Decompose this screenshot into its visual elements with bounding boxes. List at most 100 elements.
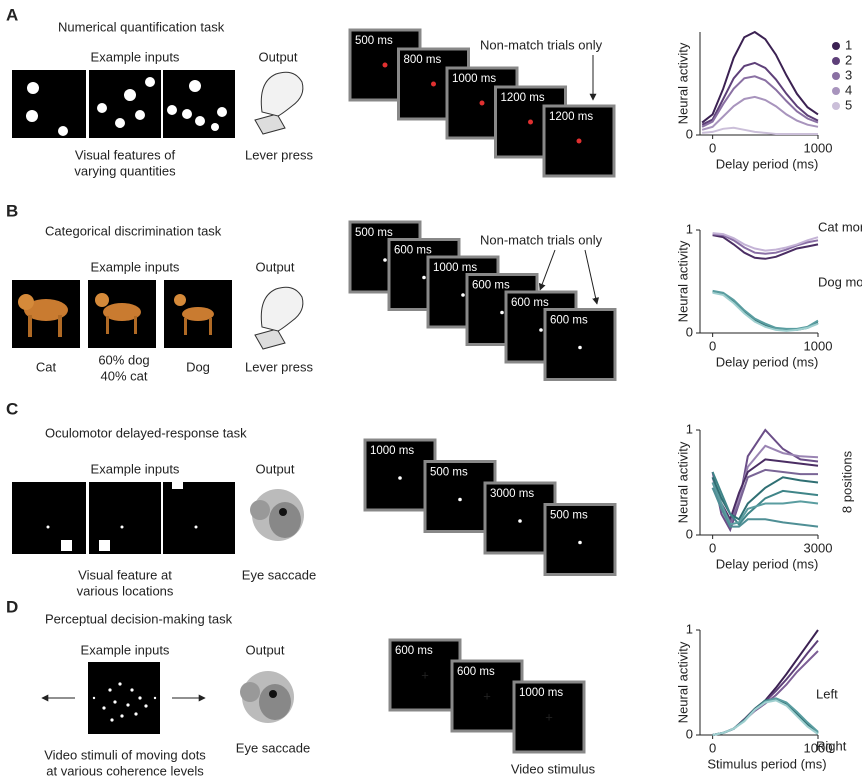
input-images	[12, 478, 235, 554]
y-axis-label: Neural activity	[675, 240, 690, 322]
x-tick-label: 1000	[804, 140, 833, 155]
x-tick-label: 0	[709, 338, 716, 353]
fixation-dot	[480, 101, 485, 106]
legend-swatch	[832, 102, 840, 110]
fixation-dot	[458, 498, 462, 502]
fixation-dot	[398, 476, 402, 480]
note: Non-match trials only	[480, 37, 603, 52]
fixation-cross: +	[421, 667, 429, 682]
output-caption: Lever press	[245, 147, 313, 162]
x-tick-label: 3000	[804, 540, 833, 555]
task-title: Perceptual decision-making task	[45, 611, 233, 626]
frame-label: 600 ms	[472, 280, 510, 292]
task-title: Oculomotor delayed-response task	[45, 425, 247, 440]
input-images	[12, 280, 232, 348]
fixation-dot	[577, 139, 582, 144]
frame-label: 500 ms	[430, 467, 468, 479]
y-tick-label: 1	[686, 221, 693, 236]
y-axis-label: Neural activity	[675, 641, 690, 723]
fixation-dot	[578, 541, 582, 545]
frame-label: 600 ms	[550, 315, 588, 327]
fixation-dot	[500, 311, 504, 315]
y-tick-label: 1	[686, 421, 693, 436]
y-tick-label: 0	[686, 126, 693, 141]
legend-label: 5	[845, 97, 852, 112]
y-tick-label: 0	[686, 726, 693, 741]
line-series	[702, 128, 818, 134]
inputs-heading: Example inputs	[81, 642, 170, 657]
panel-letter: D	[6, 597, 18, 616]
x-axis-label: Delay period (ms)	[716, 556, 819, 571]
input-caption: Visual features of	[75, 147, 176, 162]
y-tick-label: 0	[686, 526, 693, 541]
y-tick-label: 1	[686, 621, 693, 636]
fixation-dot	[518, 519, 522, 523]
frame-label: 3000 ms	[490, 488, 534, 500]
y-axis-label: Neural activity	[675, 441, 690, 523]
frame-label: 500 ms	[355, 227, 393, 239]
legend-label: 1	[845, 37, 852, 52]
frame-label: 500 ms	[355, 35, 393, 47]
arrow	[540, 250, 555, 290]
frame-label: 600 ms	[457, 666, 495, 678]
panel-letter: C	[6, 399, 18, 418]
monkey-icon	[240, 671, 294, 723]
y-axis-label: Neural activity	[675, 42, 690, 124]
frame-label: 1000 ms	[452, 73, 496, 85]
line-series	[702, 63, 818, 125]
arrow	[585, 250, 597, 304]
fixation-dot	[528, 120, 533, 125]
input-caption: various locations	[77, 583, 174, 598]
frame-label: 1000 ms	[370, 445, 414, 457]
annotation: Cat morphs	[818, 219, 862, 234]
input-images	[12, 70, 235, 138]
input-caption: Visual feature at	[78, 567, 172, 582]
annotation: Right	[816, 738, 847, 753]
legend-label: 2	[845, 52, 852, 67]
legend-label: 3	[845, 67, 852, 82]
legend-swatch	[832, 87, 840, 95]
line-series	[713, 291, 818, 329]
x-tick-label: 0	[709, 740, 716, 755]
inputs-heading: Example inputs	[91, 49, 180, 64]
panel-letter: B	[6, 201, 18, 220]
input-caption: 60% dog	[98, 352, 149, 367]
frame-label: 600 ms	[511, 297, 549, 309]
annotation: Left	[816, 686, 838, 701]
legend-label: 4	[845, 82, 852, 97]
y-tick-label: 0	[686, 324, 693, 339]
input-caption: varying quantities	[74, 163, 176, 178]
annotation: Dog morphs	[818, 274, 862, 289]
task-title: Categorical discrimination task	[45, 223, 222, 238]
x-axis-label: Stimulus period (ms)	[707, 756, 826, 771]
output-heading: Output	[258, 49, 297, 64]
figure: A Numerical quantification task Example …	[0, 0, 862, 784]
output-caption: Eye saccade	[236, 740, 310, 755]
frame-label: 1000 ms	[519, 687, 563, 699]
output-heading: Output	[255, 259, 294, 274]
panel-letter: A	[6, 5, 18, 24]
frame-label: 1000 ms	[433, 262, 477, 274]
lever-press-icon	[255, 287, 303, 349]
output-caption: Eye saccade	[242, 567, 316, 582]
fixation-dot	[422, 276, 426, 280]
legend-swatch	[832, 57, 840, 65]
inputs-heading: Example inputs	[91, 461, 180, 476]
legend-swatch	[832, 72, 840, 80]
frame-label: 800 ms	[404, 54, 442, 66]
fixation-cross: +	[483, 688, 491, 703]
frame-label: 1200 ms	[501, 92, 545, 104]
fixation-dot	[431, 82, 436, 87]
frame-label: 500 ms	[550, 510, 588, 522]
input-caption: Dog	[186, 359, 210, 374]
task-title: Numerical quantification task	[58, 19, 225, 34]
x-axis-label: Delay period (ms)	[716, 156, 819, 171]
frame-label: 600 ms	[395, 645, 433, 657]
x-axis-label: Delay period (ms)	[716, 354, 819, 369]
note: Non-match trials only	[480, 232, 603, 247]
x-tick-label: 1000	[804, 338, 833, 353]
lever-press-icon	[255, 72, 303, 134]
input-caption: Cat	[36, 359, 57, 374]
fixation-dot	[578, 346, 582, 350]
monkey-icon	[250, 489, 304, 541]
